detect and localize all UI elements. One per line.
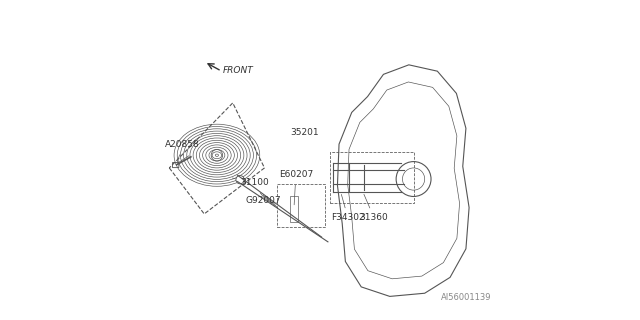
Text: 31360: 31360 [360, 194, 388, 222]
Text: FRONT: FRONT [223, 66, 254, 75]
Text: G92007: G92007 [246, 196, 281, 205]
Text: F34302: F34302 [331, 194, 365, 222]
Text: 31100: 31100 [232, 178, 269, 188]
Text: 35201: 35201 [290, 128, 319, 137]
Text: E60207: E60207 [279, 171, 313, 205]
Bar [290, 196, 298, 222]
Circle shape [236, 176, 244, 184]
Text: A20858: A20858 [165, 140, 200, 162]
Text: AI56001139: AI56001139 [440, 292, 491, 301]
